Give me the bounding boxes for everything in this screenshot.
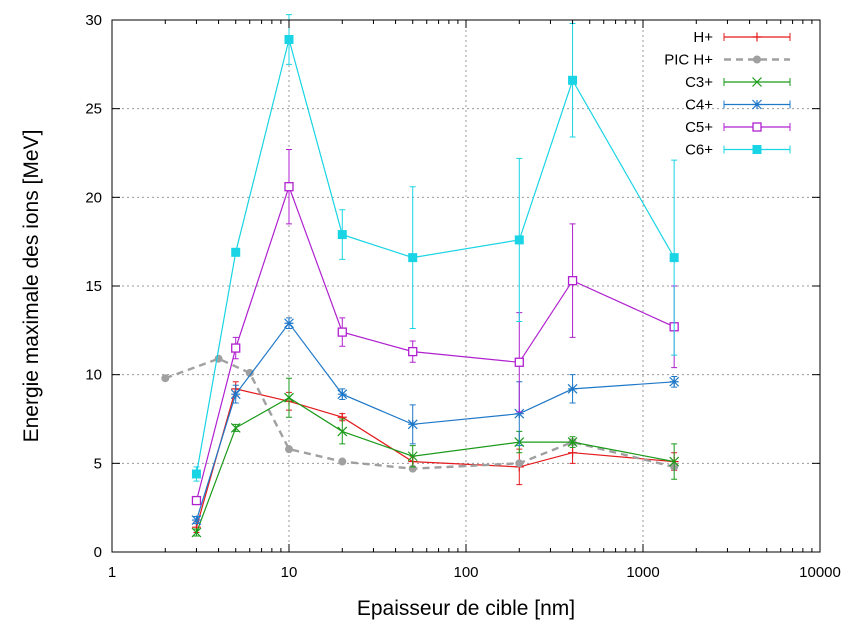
legend-marker: [752, 99, 762, 110]
data-point: [515, 459, 524, 468]
legend-item: C5+: [685, 119, 791, 136]
y-tick-label: 0: [94, 544, 102, 561]
x-tick-label: 1000: [626, 564, 659, 581]
y-tick-label: 15: [85, 278, 102, 295]
data-point: [514, 357, 524, 367]
legend-label: C3+: [685, 74, 713, 91]
series-c4: [191, 317, 680, 526]
y-tick-label: 25: [85, 101, 102, 118]
data-point: [231, 247, 241, 257]
legend-label: C5+: [685, 119, 713, 136]
legend-item: H+: [693, 29, 791, 46]
legend-swatch-cap: [723, 78, 791, 86]
x-axis-label: Epaisseur de cible [nm]: [357, 597, 575, 620]
legend-marker: [752, 77, 762, 87]
data-point: [567, 276, 578, 286]
data-point: [337, 327, 347, 337]
data-point: [514, 408, 525, 419]
legend-item: C6+: [685, 142, 791, 159]
data-point: [191, 515, 202, 526]
data-point: [408, 253, 418, 263]
data-point: [337, 426, 348, 437]
data-point: [191, 527, 202, 538]
data-point: [284, 182, 294, 192]
legend-item: C3+: [685, 74, 791, 91]
grid: [112, 20, 820, 552]
x-tick-label: 100: [453, 564, 478, 581]
y-tick-label: 30: [85, 12, 102, 29]
data-point: [230, 389, 241, 400]
series-line: [195, 184, 675, 501]
legend-marker: [752, 145, 762, 154]
series-line: [164, 357, 675, 470]
axis-ticks: 1 10 100 1000 10000 0 5 10 15 20 25 30: [85, 12, 841, 581]
data-point: [191, 469, 201, 479]
legend-label: PIC H+: [664, 52, 713, 69]
data-point: [407, 451, 418, 462]
legend-swatch-cap: [723, 100, 791, 109]
series-c5: [191, 148, 679, 506]
data-point: [284, 35, 294, 45]
series-line: [195, 397, 675, 533]
data-point: [567, 383, 578, 394]
series-line: [195, 388, 675, 528]
data-point: [567, 437, 578, 447]
legend-marker: [752, 122, 762, 132]
series-c3: [191, 377, 680, 538]
legend-marker: [752, 32, 762, 42]
data-point: [408, 346, 418, 357]
legend-item: PIC H+: [664, 52, 790, 69]
data-point: [284, 318, 294, 329]
y-axis-label: Energie maximale des ions [MeV]: [20, 130, 43, 443]
data-point: [669, 376, 680, 387]
legend-label: C4+: [685, 97, 713, 114]
data-point: [568, 448, 578, 458]
data-point: [669, 456, 680, 467]
data-point: [338, 457, 347, 466]
y-tick-label: 10: [85, 367, 102, 384]
legend-item: C4+: [685, 97, 791, 114]
y-tick-label: 5: [94, 455, 102, 472]
data-point: [230, 422, 241, 433]
legend: H+ PIC H+ C3+ C4+ C5+ C6+: [664, 29, 791, 159]
x-tick-label: 1: [108, 564, 116, 581]
series-line: [195, 37, 675, 475]
series-group: [161, 14, 680, 538]
legend-label: H+: [693, 29, 713, 46]
data-point: [214, 354, 223, 363]
legend-swatch-cap: [723, 145, 791, 154]
data-point: [161, 374, 170, 383]
x-tick-label: 10000: [799, 564, 841, 581]
data-point: [285, 445, 293, 454]
y-tick-label: 20: [85, 189, 102, 206]
data-point: [337, 230, 347, 240]
x-tick-label: 10: [281, 564, 298, 581]
data-point: [669, 253, 679, 263]
data-point: [407, 419, 418, 430]
data-point: [191, 495, 202, 506]
data-point: [514, 235, 524, 245]
data-point: [568, 75, 578, 85]
data-point: [245, 368, 254, 377]
legend-swatch-cap: [723, 123, 791, 131]
series-line: [195, 322, 675, 521]
data-point: [337, 389, 348, 400]
legend-swatch-cap: [723, 33, 791, 41]
legend-label: C6+: [685, 142, 713, 159]
series-c6: [191, 14, 679, 482]
data-point: [284, 392, 294, 403]
data-point: [231, 343, 241, 353]
legend-marker: [753, 55, 761, 64]
